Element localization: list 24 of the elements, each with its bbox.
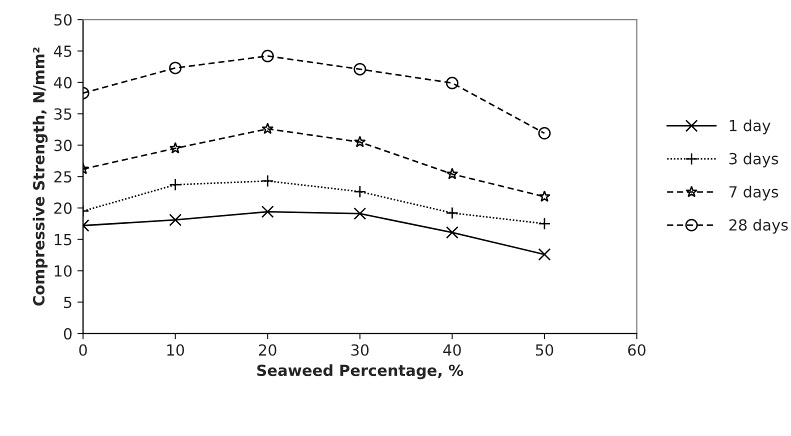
y-tick-label: 45 (54, 46, 72, 58)
legend-label: 1 day (730, 120, 770, 134)
legend-label: 28 days (729, 218, 788, 234)
y-axis-title: Compressive Strength, N/mm² (32, 48, 48, 306)
y-tick-label: 40 (54, 76, 72, 88)
x-tick-label: 40 (443, 344, 461, 356)
y-tick-label: 20 (54, 202, 72, 214)
y-tick-label: 10 (54, 265, 72, 277)
y-tick-label: 30 (54, 140, 72, 152)
x-tick-label: 50 (536, 344, 554, 356)
y-tick-label: 35 (54, 108, 72, 120)
legend-label: 7 days (729, 186, 778, 201)
x-axis-title: Seaweed Percentage, % (257, 364, 464, 380)
y-tick-label: 15 (54, 234, 72, 246)
x-tick-label: 30 (351, 344, 369, 356)
legend-label: 3 days (729, 152, 778, 168)
x-tick-label: 10 (167, 344, 184, 356)
x-tick-label: 0 (79, 344, 87, 356)
y-tick-label: 5 (64, 296, 72, 308)
y-tick-label: 0 (64, 328, 72, 340)
y-tick-label: 50 (54, 14, 72, 26)
x-tick-label: 20 (259, 344, 276, 356)
y-tick-label: 25 (54, 171, 72, 183)
x-tick-label: 60 (628, 344, 646, 356)
